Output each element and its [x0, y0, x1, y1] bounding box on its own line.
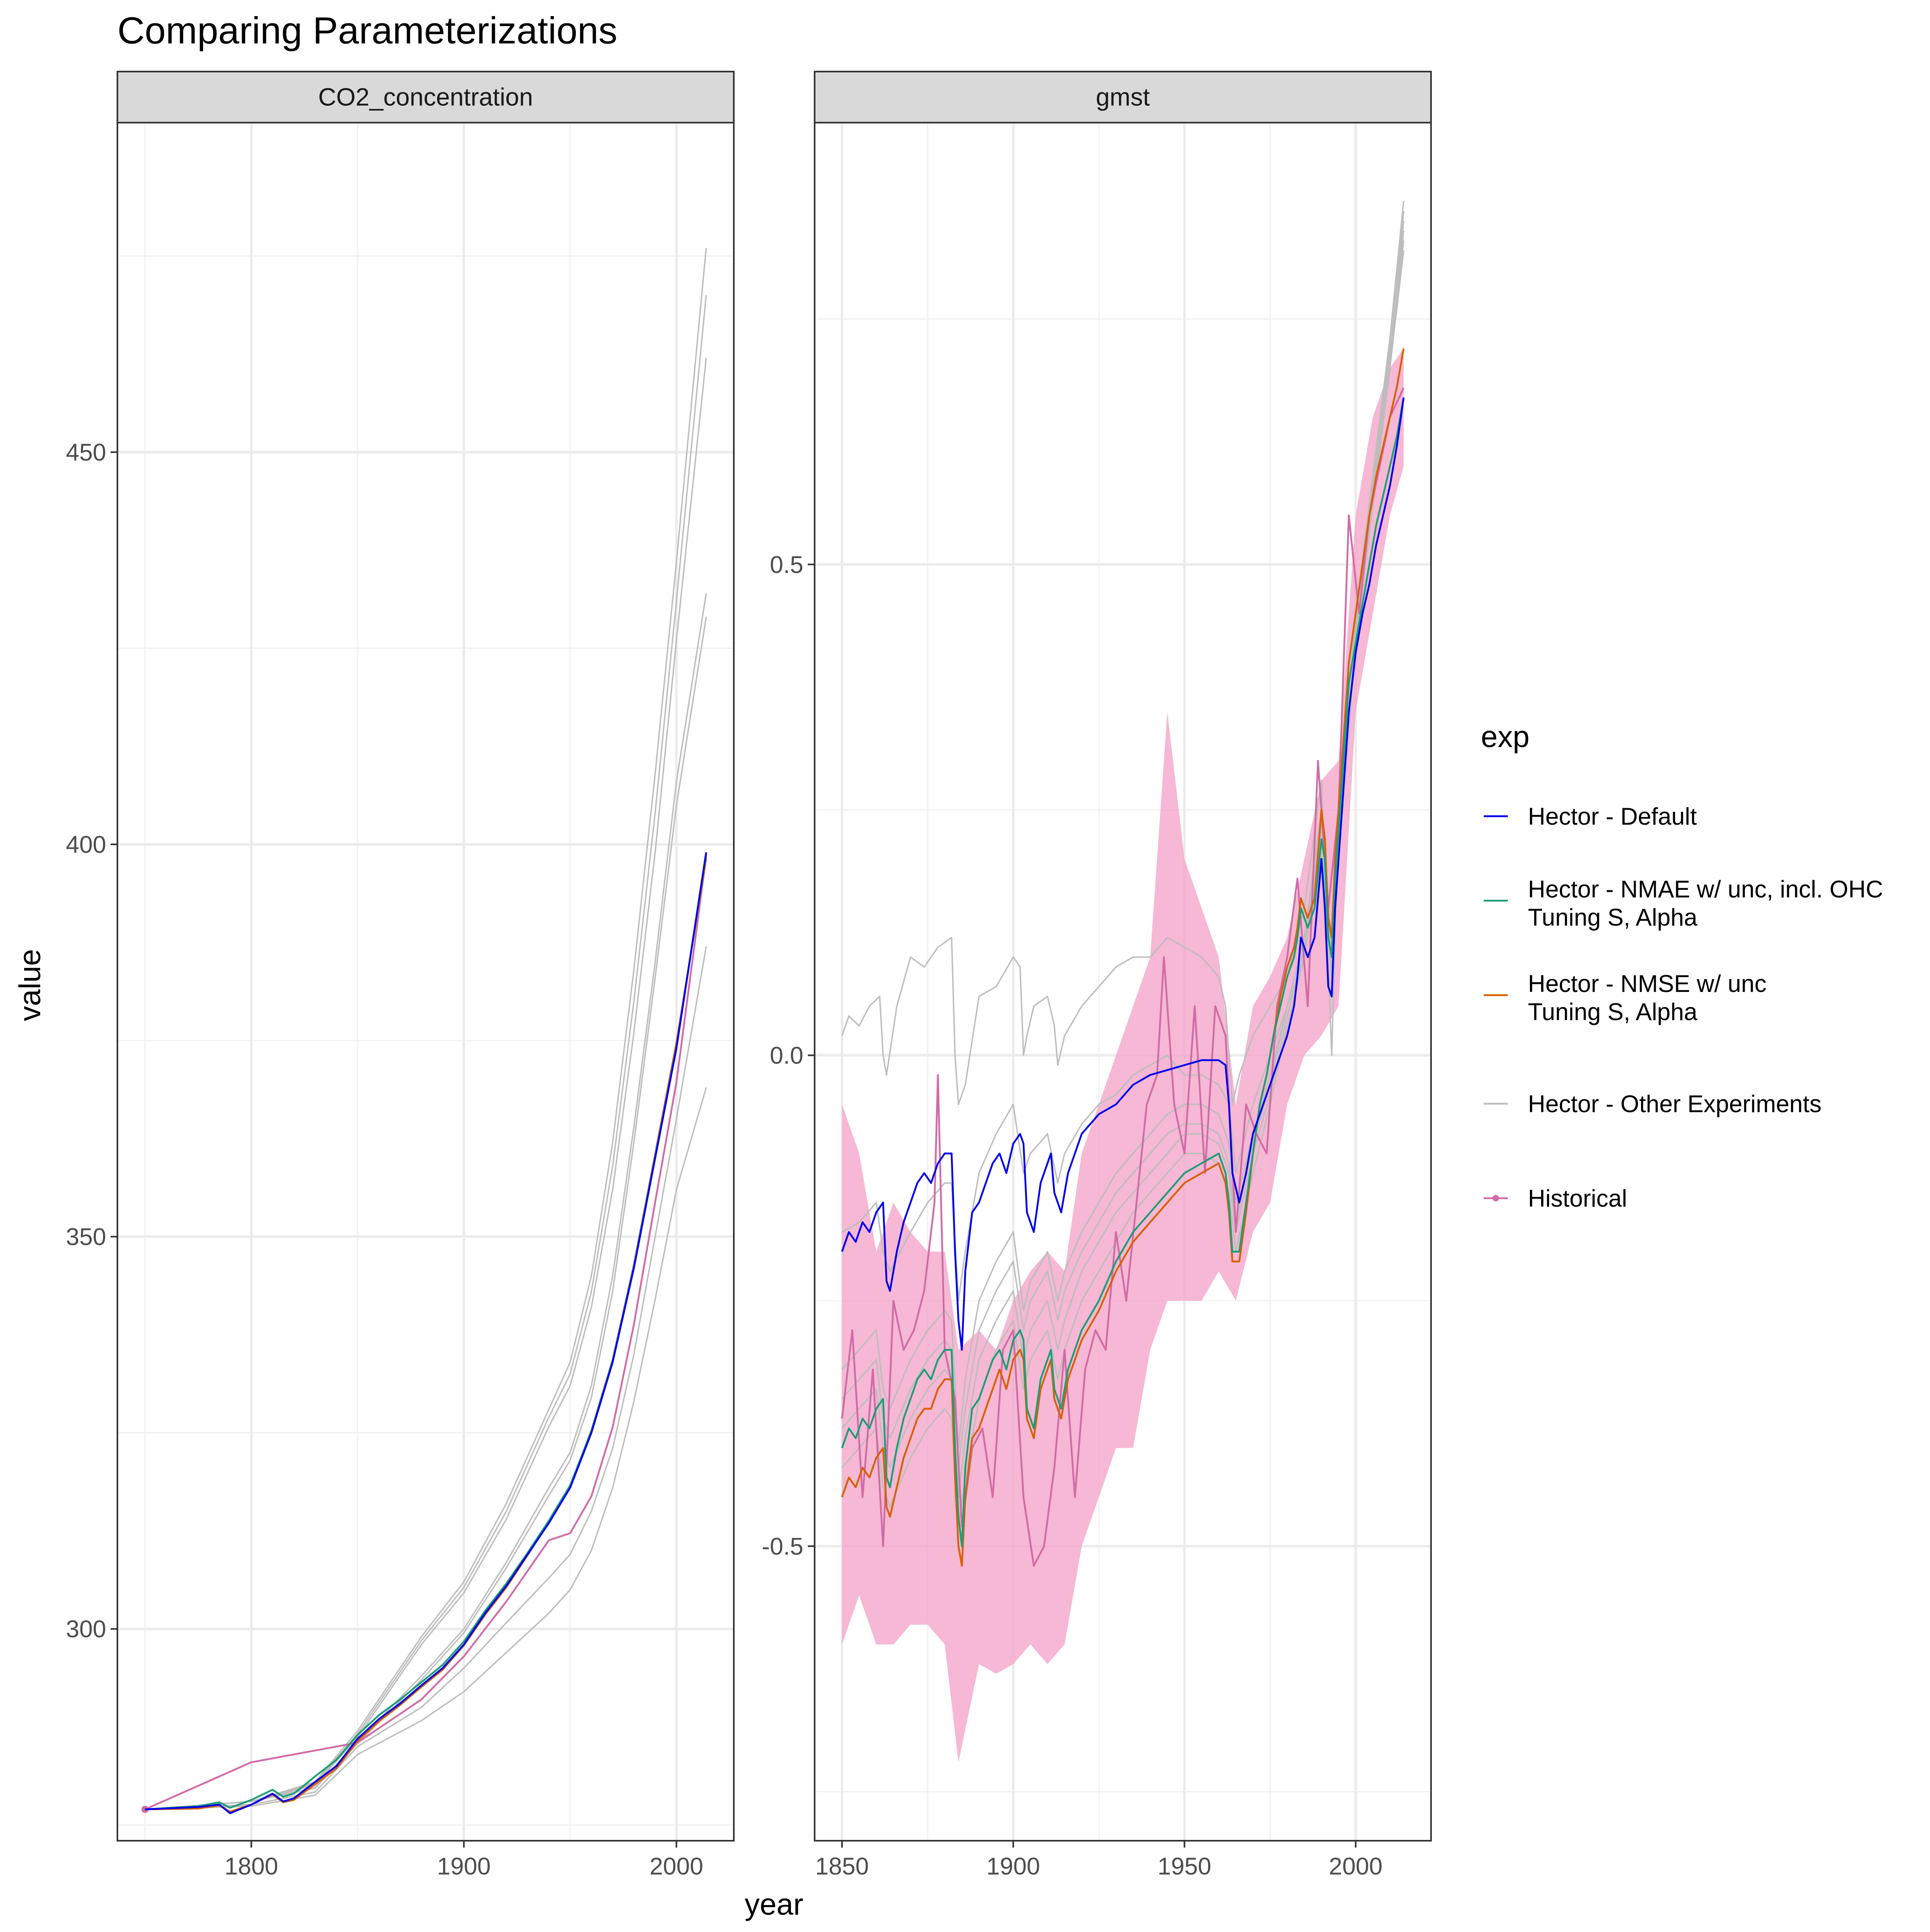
y-tick-label: 0.0 — [770, 1042, 803, 1069]
legend-item-other: Hector - Other Experiments — [1484, 1090, 1821, 1117]
y-tick-label: 300 — [66, 1616, 106, 1643]
x-tick-label: 1850 — [815, 1853, 868, 1880]
legend-key-point — [1493, 1195, 1499, 1201]
facet-panels: CO2_concentration 1800 1900 2000 300 350 400 45… — [66, 71, 1432, 1880]
x-tick-label: 1900 — [437, 1853, 491, 1880]
y-tick-label: 0.5 — [770, 551, 803, 578]
series-line-historical — [144, 856, 707, 1811]
series-line-other-3 — [145, 358, 707, 1810]
series-line-other-6 — [145, 946, 707, 1810]
x-tick-label: 1800 — [224, 1853, 278, 1880]
panel-background — [117, 123, 734, 1841]
x-tick-label: 1950 — [1158, 1853, 1211, 1880]
plot-area — [841, 201, 1405, 1762]
legend-label: Hector - NMAE w/ unc, incl. OHC — [1528, 876, 1883, 903]
y-tick-label: 350 — [66, 1224, 106, 1250]
facet-strip — [814, 71, 1432, 123]
legend-label: Hector - Other Experiments — [1528, 1090, 1821, 1117]
series-line-historical — [841, 387, 1404, 1567]
panel-gmst: gmst 1850 1900 1950 2000 -0.5 0.0 0.5 — [762, 71, 1432, 1880]
facet-strip-label: gmst — [1096, 84, 1150, 111]
chart-title: Comparing Parameterizations — [117, 9, 617, 51]
y-axis-title: value — [13, 949, 47, 1021]
series-line-default — [841, 397, 1405, 1351]
y-tick-label: -0.5 — [762, 1533, 803, 1560]
legend-title: exp — [1481, 720, 1530, 754]
series-line-nmae — [841, 397, 1405, 1547]
series-line-other-6 — [841, 201, 1404, 1468]
y-tick-label: 400 — [66, 831, 106, 858]
series-line-nmse — [841, 348, 1405, 1567]
legend: exp Hector - Default Hector - NMAE w/ unc,… — [1481, 720, 1883, 1212]
legend-label: Historical — [1528, 1185, 1627, 1212]
series-line-other-7 — [145, 1087, 707, 1810]
plot-area — [141, 248, 707, 1814]
legend-label: Tuning S, Alpha — [1528, 904, 1698, 931]
series-line-other-5 — [841, 250, 1404, 1528]
x-tick-label: 2000 — [1329, 1853, 1382, 1880]
legend-label: Tuning S, Alpha — [1528, 998, 1698, 1025]
series-line-default — [145, 852, 707, 1814]
legend-label: Hector - Default — [1528, 803, 1697, 830]
series-line-other-4 — [841, 240, 1404, 1498]
series-line-other-2 — [145, 295, 707, 1810]
x-tick-label: 2000 — [650, 1853, 703, 1880]
facet-strip-label: CO2_concentration — [318, 84, 533, 111]
legend-label: Hector - NMSE w/ unc — [1528, 970, 1766, 997]
historical-uncertainty-band — [842, 348, 1404, 1762]
y-tick-label: 450 — [66, 439, 106, 466]
panel-CO2_concentration: CO2_concentration 1800 1900 2000 300 350 400 45… — [66, 71, 735, 1880]
facet-strip — [117, 71, 735, 123]
x-tick-label: 1900 — [986, 1853, 1040, 1880]
legend-item-historical: Historical — [1484, 1185, 1627, 1212]
legend-item-default: Hector - Default — [1484, 803, 1697, 830]
x-axis-title: year — [745, 1887, 803, 1921]
